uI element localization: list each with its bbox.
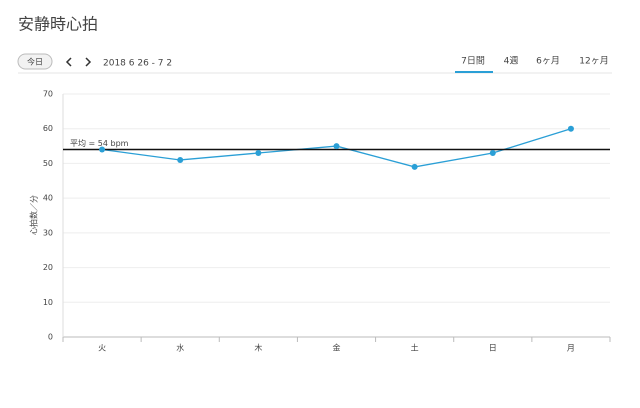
data-point bbox=[567, 125, 574, 132]
data-point bbox=[177, 156, 184, 163]
next-arrow[interactable] bbox=[85, 57, 92, 67]
date-range: 2018 6 26 - 7 2 bbox=[103, 59, 172, 69]
today-button-label: 今日 bbox=[27, 57, 43, 67]
x-tick-label: 水 bbox=[176, 343, 184, 353]
data-point bbox=[255, 150, 262, 157]
y-tick-label: 10 bbox=[43, 298, 53, 307]
data-point bbox=[489, 150, 496, 157]
y-tick-label: 0 bbox=[48, 333, 53, 342]
x-tick-label: 金 bbox=[333, 343, 341, 353]
y-axis-label: 心拍数／分 bbox=[29, 195, 39, 235]
prev-arrow[interactable] bbox=[65, 57, 72, 67]
tab[interactable]: 7日間 bbox=[461, 56, 485, 67]
y-tick-label: 50 bbox=[43, 159, 53, 168]
x-tick-label: 日 bbox=[489, 344, 497, 353]
x-tick-label: 土 bbox=[411, 343, 419, 353]
y-tick-label: 30 bbox=[43, 228, 53, 237]
y-tick-label: 60 bbox=[43, 124, 53, 133]
today-button[interactable] bbox=[17, 53, 53, 70]
x-tick-label: 木 bbox=[254, 343, 262, 353]
x-tick-label: 月 bbox=[567, 344, 575, 353]
page-title: 安静時心拍 bbox=[18, 15, 98, 34]
data-point bbox=[99, 146, 106, 153]
data-point bbox=[333, 143, 340, 150]
tab[interactable]: 4週 bbox=[504, 56, 519, 67]
data-point bbox=[411, 163, 418, 170]
active-tab-underline bbox=[455, 71, 493, 73]
y-tick-label: 40 bbox=[43, 194, 53, 203]
tab[interactable]: 6ヶ月 bbox=[536, 56, 560, 67]
y-tick-label: 20 bbox=[43, 263, 53, 272]
y-tick-label: 70 bbox=[43, 90, 53, 99]
average-label: 平均 = 54 bpm bbox=[70, 138, 129, 148]
tab[interactable]: 12ヶ月 bbox=[579, 56, 608, 67]
x-tick-label: 火 bbox=[98, 344, 106, 353]
